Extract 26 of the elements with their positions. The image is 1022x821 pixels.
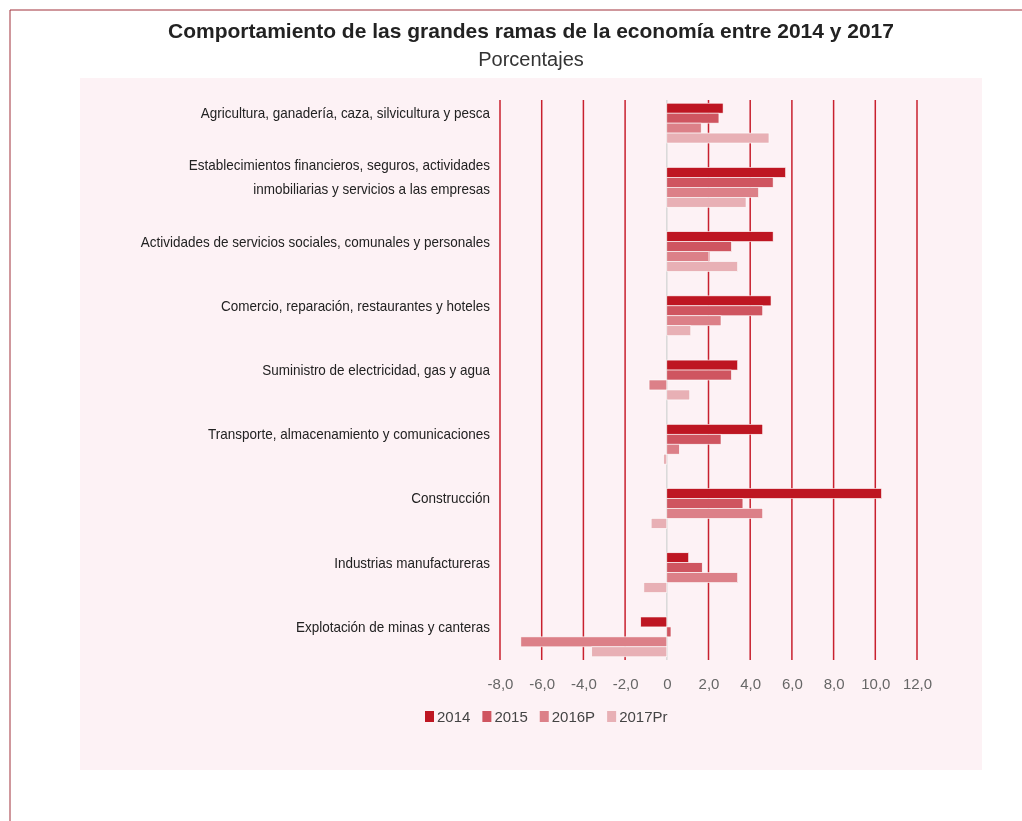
chart-title: Comportamiento de las grandes ramas de la economía entre 2014 y 2017: [168, 19, 894, 42]
y-tick-label: Transporte, almacenamiento y comunicaciones: [208, 425, 490, 443]
x-tick-label: 4,0: [740, 674, 762, 692]
y-tick-label: Construcción: [411, 489, 490, 507]
x-tick-label: 12,0: [902, 674, 933, 692]
x-tick-label: 0: [663, 674, 672, 692]
x-tick-label: -8,0: [487, 674, 514, 692]
y-tick-label: Establecimientos financieros, seguros, actividades inmobiliarias y servicios a las empresas: [188, 156, 490, 198]
legend-label: 2014: [437, 708, 471, 725]
y-tick-label: Explotación de minas y canteras: [295, 618, 490, 636]
x-tick-label: 6,0: [781, 674, 803, 692]
x-tick-label: -6,0: [529, 674, 556, 692]
x-tick-label: 2,0: [698, 674, 720, 692]
x-tick-label: -4,0: [570, 674, 597, 692]
legend-label: 2016P: [551, 708, 596, 725]
x-tick-label: 8,0: [823, 674, 845, 692]
y-tick-label: Suministro de electricidad, gas y agua: [262, 361, 491, 379]
x-tick-label: 10,0: [861, 674, 891, 692]
x-tick-label: -2,0: [612, 674, 639, 692]
y-tick-label: Actividades de servicios sociales, comunales y personales: [140, 232, 490, 250]
legend-label: 2015: [494, 708, 528, 725]
y-tick-label: Comercio, reparación, restaurantes y hoteles: [220, 297, 490, 314]
chart-subtitle: Porcentajes: [478, 48, 584, 70]
legend-label: 2017Pr: [619, 708, 668, 725]
y-tick-label: Industrias manufactureras: [334, 554, 490, 571]
y-tick-label: Agricultura, ganadería, caza, silvicultura y pesca: [200, 104, 491, 122]
